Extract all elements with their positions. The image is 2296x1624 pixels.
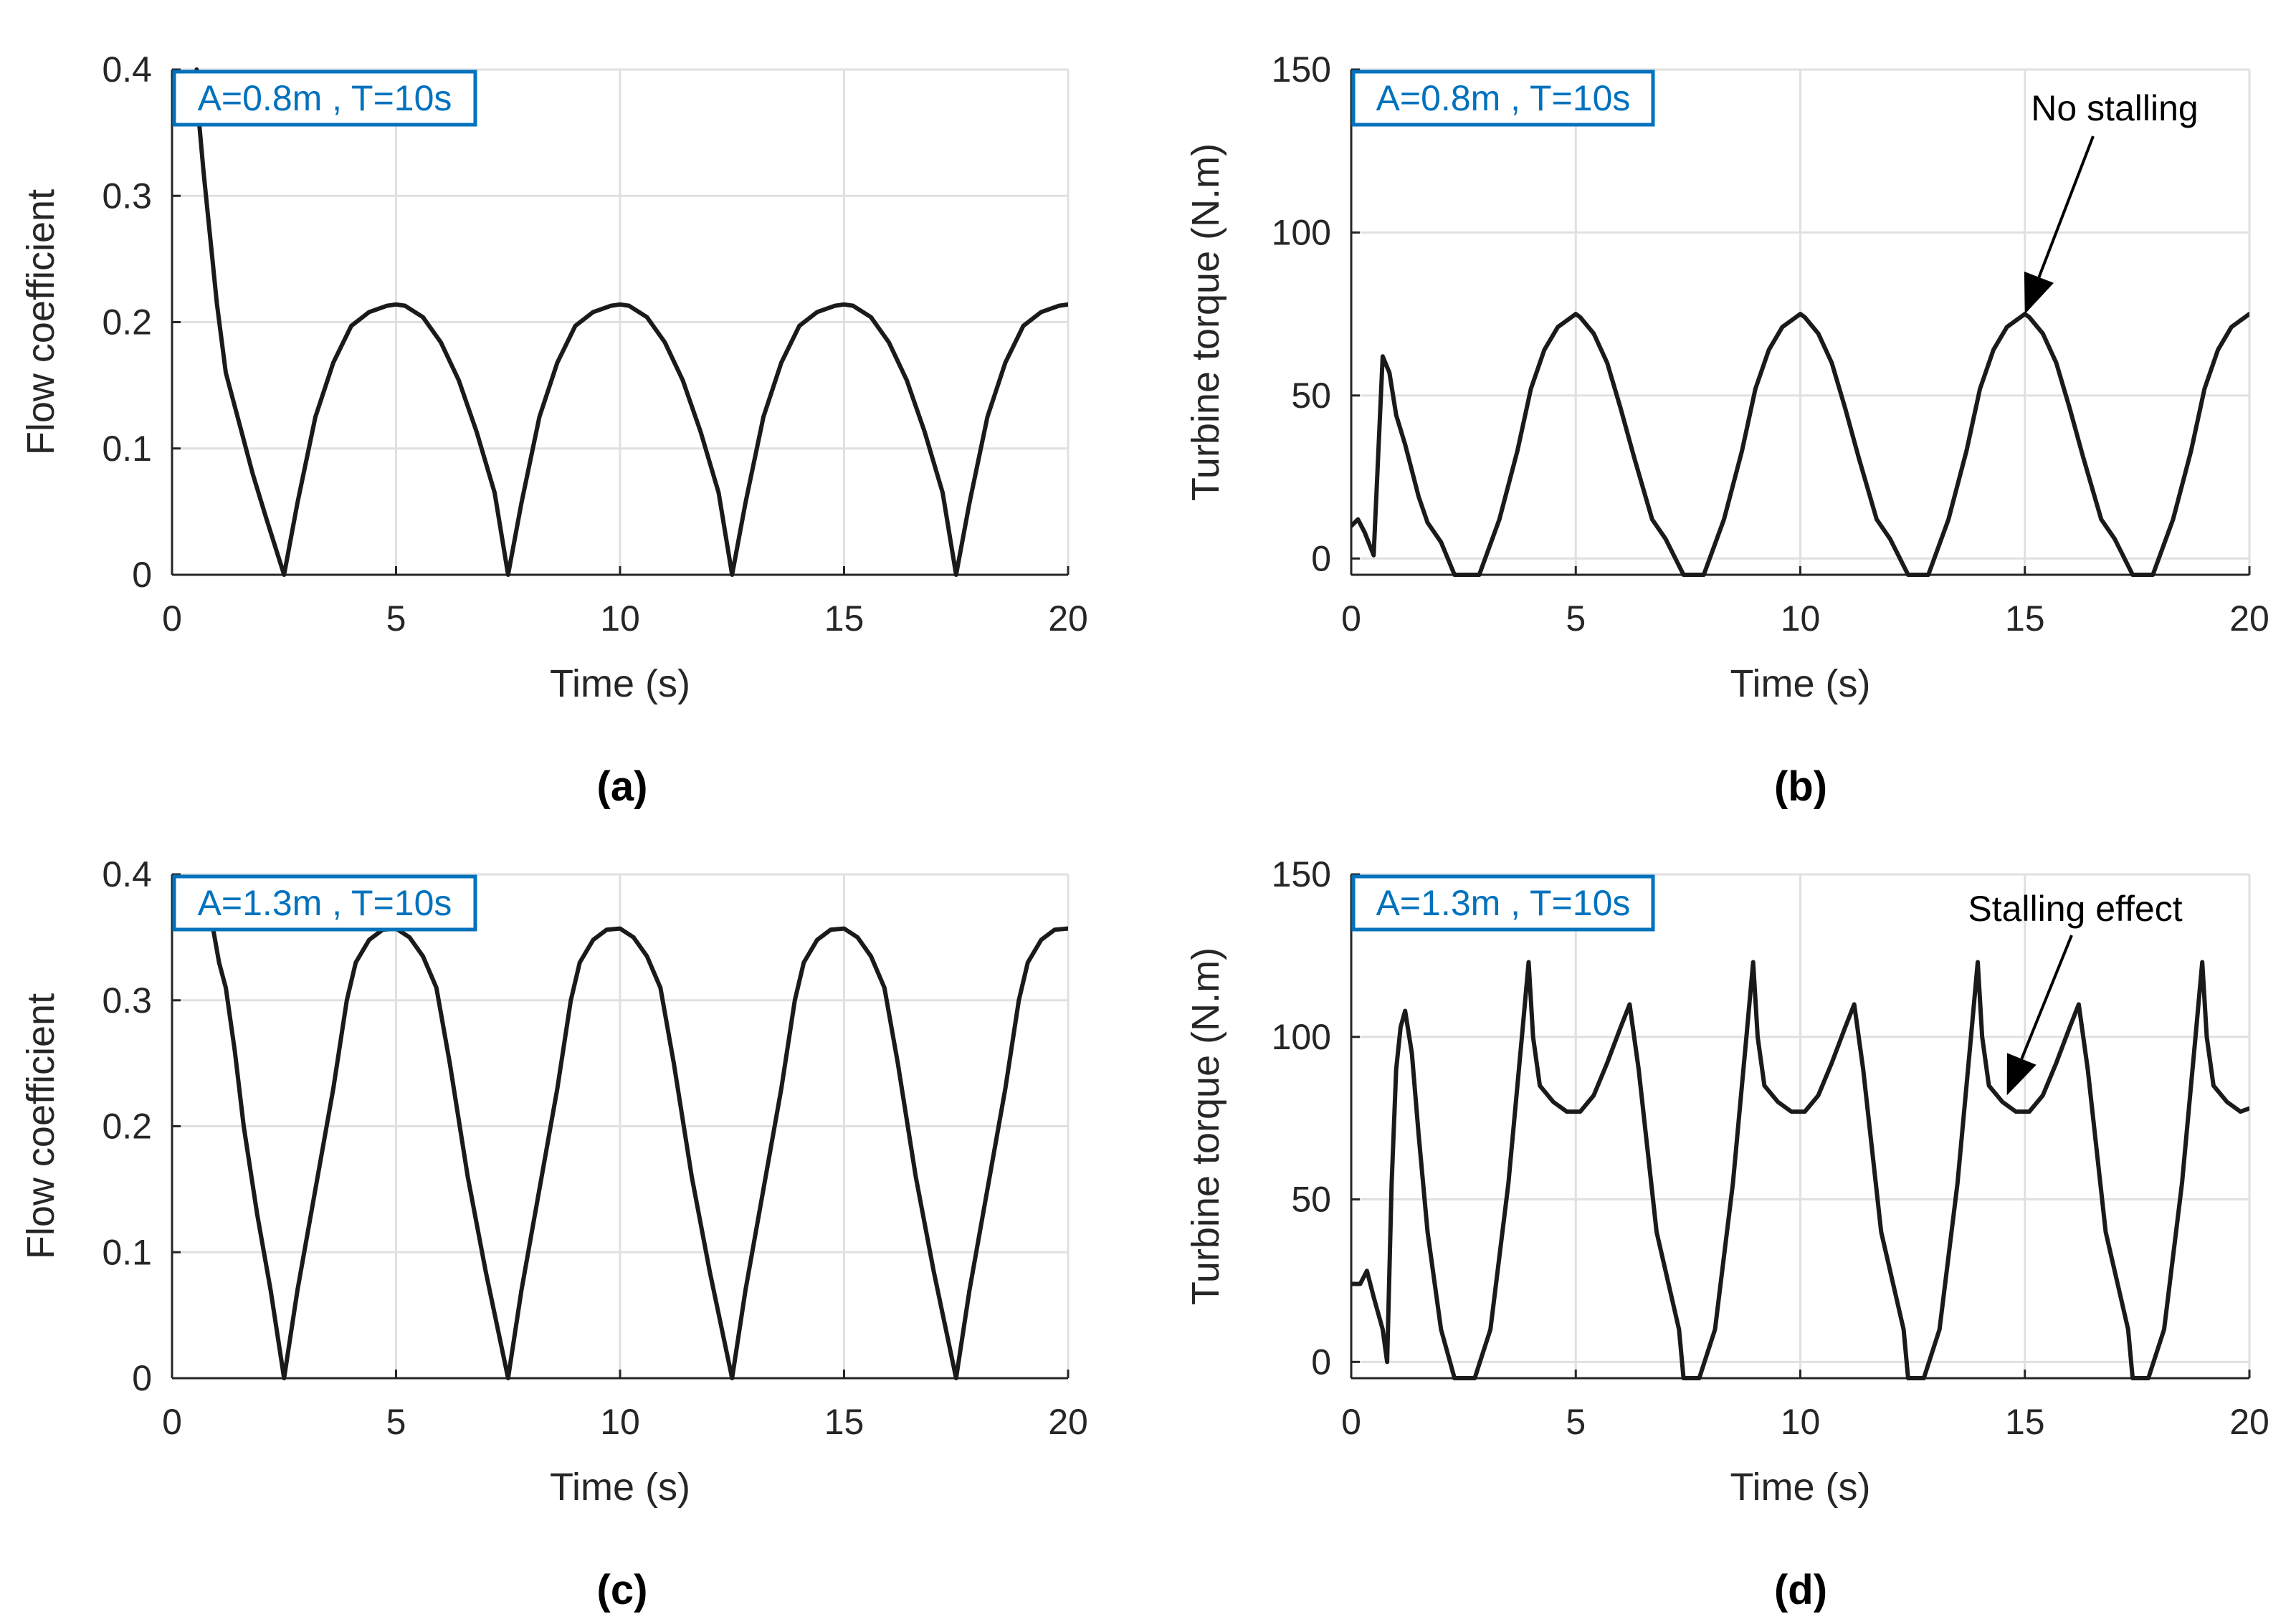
annotation-text: Stalling effect — [1968, 889, 2182, 929]
y-tick-label: 0 — [1311, 538, 1331, 578]
y-tick-label: 0 — [132, 555, 152, 595]
series-line-0 — [1351, 312, 2249, 577]
y-tick-label: 0.2 — [102, 302, 152, 343]
params-box-text: A=0.8m , T=10s — [1376, 78, 1631, 118]
x-tick-label: 15 — [824, 598, 864, 639]
y-tick-label: 50 — [1291, 376, 1331, 416]
x-tick-label: 0 — [162, 1402, 182, 1442]
panel-label: (a) — [597, 763, 648, 810]
y-axis-label: Turbine torque (N.m) — [1184, 143, 1227, 501]
y-tick-label: 100 — [1272, 1017, 1331, 1057]
x-tick-label: 5 — [386, 598, 406, 639]
x-tick-label: 10 — [1781, 598, 1821, 639]
y-tick-label: 0 — [132, 1358, 152, 1398]
y-axis-label: Turbine torque (N.m) — [1184, 947, 1227, 1305]
y-tick-label: 0.3 — [102, 980, 152, 1021]
y-tick-label: 0.1 — [102, 1232, 152, 1272]
chart-panel-d: 0 5 10 15 20 0 50 100 150 Time (s) Turbine torque … — [1184, 854, 2269, 1613]
x-tick-label: 15 — [824, 1402, 864, 1442]
x-tick-label: 20 — [2229, 598, 2269, 639]
y-tick-label: 100 — [1272, 212, 1331, 252]
x-tick-label: 5 — [1566, 598, 1586, 639]
y-tick-label: 150 — [1272, 854, 1331, 894]
y-tick-label: 50 — [1291, 1180, 1331, 1220]
y-axis-label: Flow coefficient — [19, 189, 62, 455]
params-box-text: A=0.8m , T=10s — [198, 78, 452, 118]
x-tick-label: 20 — [2229, 1402, 2269, 1442]
x-axis-label: Time (s) — [550, 662, 690, 705]
x-tick-label: 20 — [1048, 598, 1088, 639]
series-line-0 — [194, 67, 1068, 577]
x-tick-label: 15 — [2005, 598, 2045, 639]
x-tick-label: 5 — [386, 1402, 406, 1442]
annotation-text: No stalling — [2031, 88, 2198, 128]
chart-panel-a: 0 5 10 15 20 0 0.1 0.2 0.3 0.4 Time (s) Flow coeffi… — [19, 49, 1088, 810]
params-box-text: A=1.3m , T=10s — [198, 883, 452, 923]
chart-panel-c: 0 5 10 15 20 0 0.1 0.2 0.3 0.4 Time (s) Flow coeffi… — [19, 854, 1088, 1613]
y-tick-label: 0.4 — [102, 49, 152, 90]
x-tick-label: 15 — [2005, 1402, 2045, 1442]
panel-label: (c) — [597, 1567, 648, 1613]
params-box — [172, 874, 477, 932]
x-tick-label: 20 — [1048, 1402, 1088, 1442]
x-tick-label: 0 — [1341, 1402, 1361, 1442]
y-tick-label: 0.3 — [102, 176, 152, 216]
annotation-arrow-shaft — [2037, 135, 2095, 278]
annotation-arrow-head — [2006, 1053, 2037, 1096]
annotation-arrow-head — [2024, 271, 2054, 315]
x-tick-label: 0 — [1341, 598, 1361, 639]
x-axis-label: Time (s) — [1730, 662, 1871, 705]
series-line-0 — [210, 922, 1068, 1380]
x-axis-label: Time (s) — [550, 1466, 690, 1509]
y-axis-label: Flow coefficient — [19, 993, 62, 1259]
series-line-0 — [1351, 960, 2249, 1380]
annotation-arrow-shaft — [2020, 935, 2073, 1060]
y-tick-label: 0.4 — [102, 854, 152, 894]
x-tick-label: 10 — [600, 1402, 640, 1442]
chart-panel-b: 0 5 10 15 20 0 50 100 150 Time (s) Turbine torque … — [1184, 49, 2269, 810]
params-box — [1351, 874, 1655, 932]
params-box-text: A=1.3m , T=10s — [1376, 883, 1631, 923]
y-tick-label: 0.1 — [102, 429, 152, 469]
x-tick-label: 10 — [600, 598, 640, 639]
y-tick-label: 0 — [1311, 1342, 1331, 1382]
params-box — [172, 70, 477, 127]
panel-label: (d) — [1774, 1567, 1827, 1613]
x-tick-label: 5 — [1566, 1402, 1586, 1442]
x-tick-label: 10 — [1781, 1402, 1821, 1442]
panel-label: (b) — [1774, 763, 1827, 810]
y-tick-label: 150 — [1272, 49, 1331, 90]
params-box — [1351, 70, 1655, 127]
x-axis-label: Time (s) — [1730, 1466, 1871, 1509]
y-tick-label: 0.2 — [102, 1107, 152, 1147]
x-tick-label: 0 — [162, 598, 182, 639]
